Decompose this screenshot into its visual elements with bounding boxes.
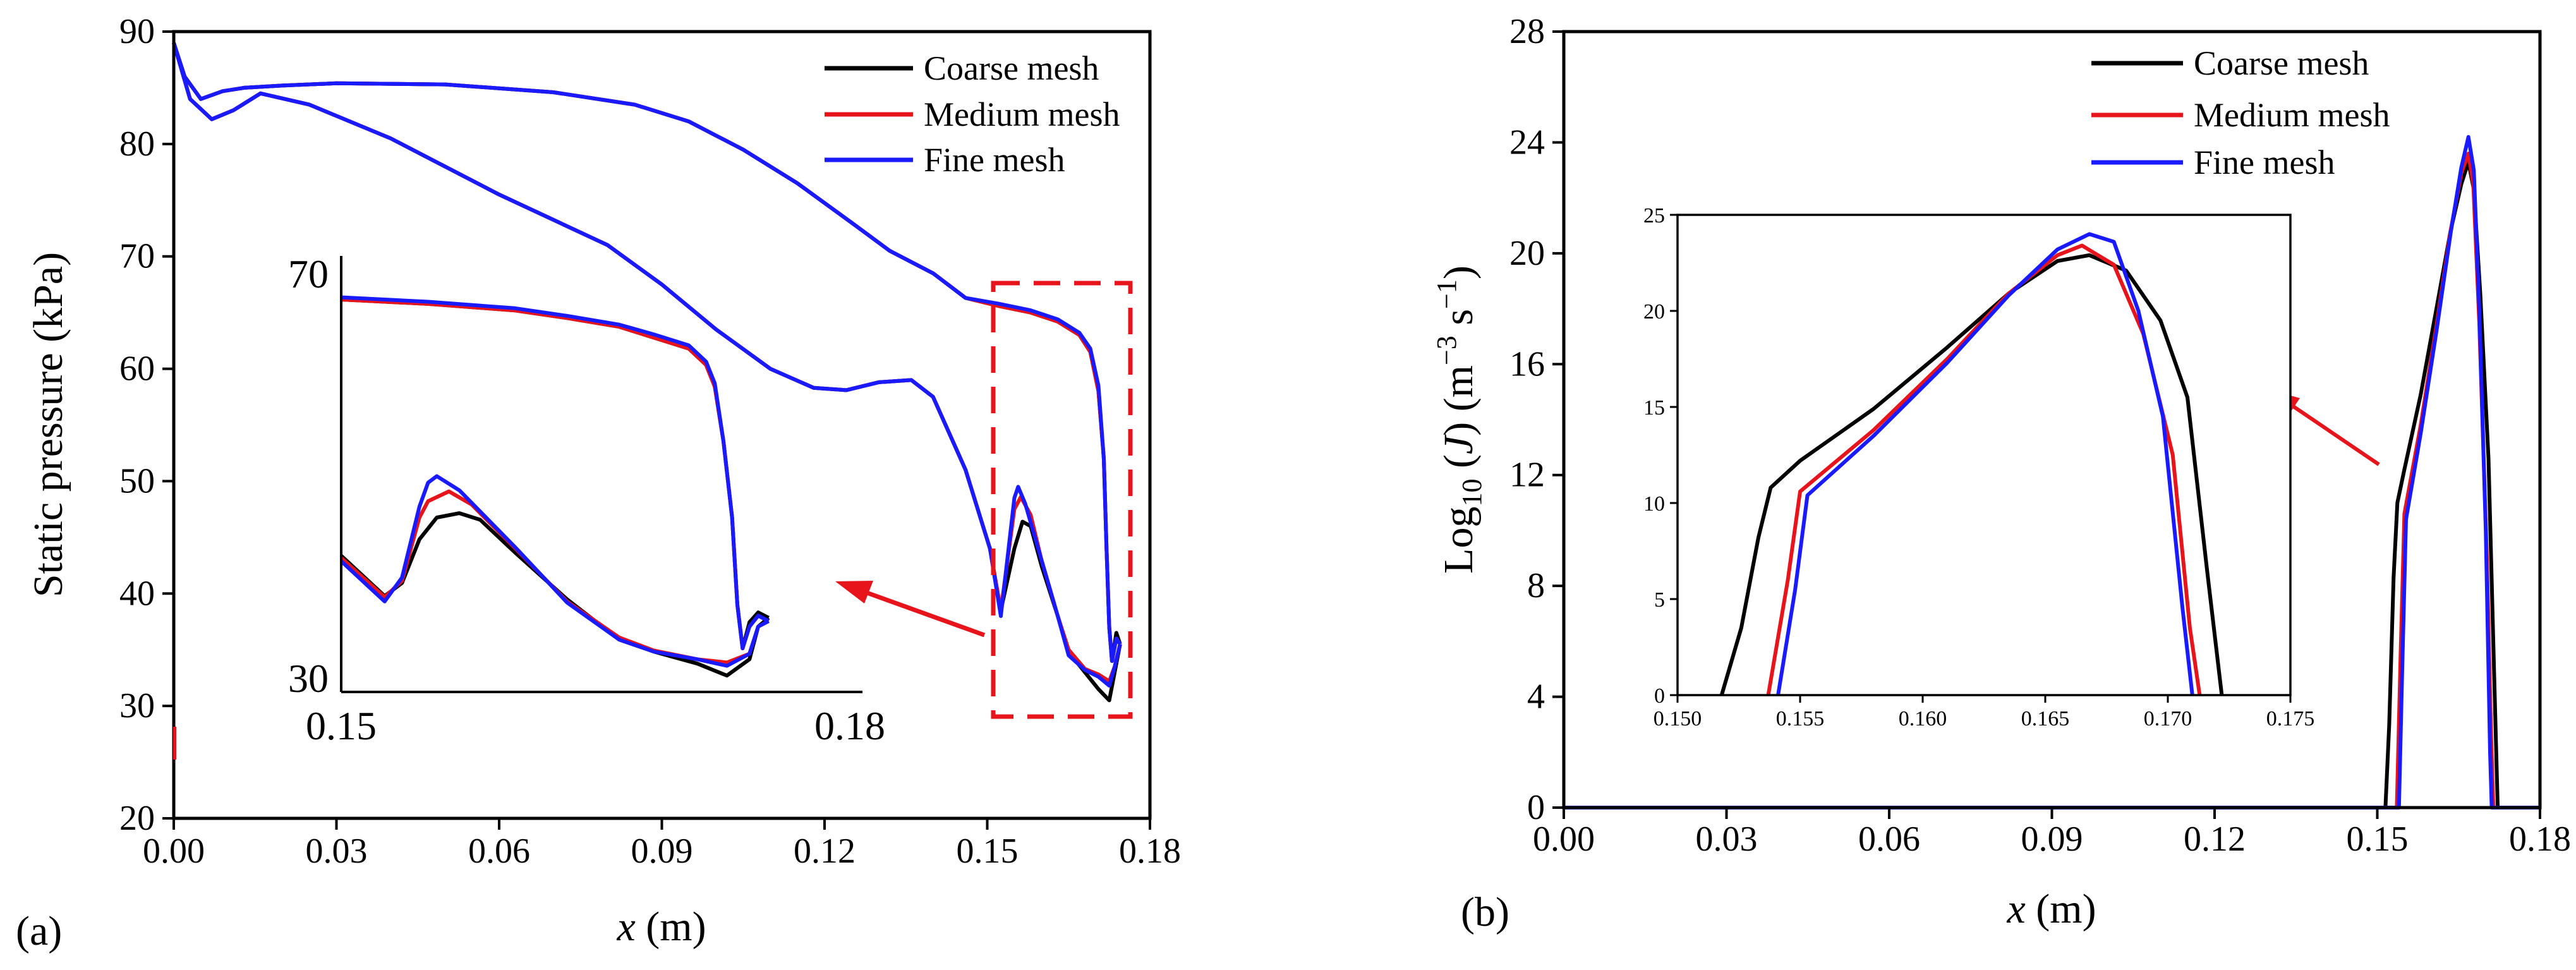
panel-a-xtick-label-4: 0.12 <box>794 832 856 871</box>
panel-b-ytick-label-1: 4 <box>1527 677 1545 717</box>
panel-b-xtick-label-3: 0.09 <box>2021 820 2083 859</box>
panel-a-xtick-label-5: 0.15 <box>957 832 1019 871</box>
panel-b-ytick-label-4: 16 <box>1509 344 1545 384</box>
panel-b-ytick-label-3: 12 <box>1509 456 1545 495</box>
panel-b-xtick-label-5: 0.15 <box>2347 820 2409 859</box>
panel-a-legend: Coarse mesh Medium mesh Fine mesh <box>825 49 1120 179</box>
inset-b-series-fine-mesh-line <box>1776 232 2194 696</box>
panel-b-xtick-label-0: 0.00 <box>1533 820 1595 859</box>
panel-b-ylabel: Log10 (J) (m−3 s−1) <box>1431 265 1487 574</box>
panel-a: 0.00 0.03 0.06 0.09 0.12 0.15 0.18 20 30 40 50 60 70… <box>16 12 1181 954</box>
panel-b-inset-ticks: 0.150 0.155 0.160 0.165 0.170 0.175 0 5 10 15 20 25 <box>1643 204 2314 731</box>
panel-a-xlabel: x (m) <box>616 904 706 950</box>
legend-label-coarse-b: Coarse mesh <box>2194 44 2369 82</box>
inset-b-ytick-label-5: 25 <box>1643 204 1665 227</box>
panel-a-xtick-label-6: 0.18 <box>1119 832 1181 871</box>
panel-b-xtick-label-1: 0.03 <box>1696 820 1758 859</box>
inset-a-xtick-018: 0.18 <box>814 703 885 748</box>
inset-series-fine-mesh-wall-line <box>341 295 770 650</box>
panel-a-label: (a) <box>16 908 62 954</box>
panel-a-ytick-label-4: 60 <box>119 349 155 389</box>
inset-b-xtick-label-4: 0.170 <box>2144 707 2192 731</box>
legend-label-coarse: Coarse mesh <box>924 49 1099 87</box>
inset-a-xtick-015: 0.15 <box>306 703 377 748</box>
panel-a-xtick-label-3: 0.09 <box>631 832 693 871</box>
legend-label-fine-b: Fine mesh <box>2194 143 2335 181</box>
panel-b-ytick-label-0: 0 <box>1527 788 1545 827</box>
series-fine-mesh-line-b <box>1564 135 2540 809</box>
panel-b-inset: 0.150 0.155 0.160 0.165 0.170 0.175 0 5 10 15 20 25 <box>1643 204 2314 731</box>
inset-b-series-medium-mesh-line <box>1766 243 2202 696</box>
panel-b-xlabel: x (m) <box>2006 886 2096 932</box>
panel-a-inset-series <box>339 295 770 678</box>
inset-b-frame <box>1676 214 2292 696</box>
inset-b-ytick-label-4: 20 <box>1643 300 1665 324</box>
zoom-arrow-line <box>866 590 986 638</box>
panel-b-legend: Coarse mesh Medium mesh Fine mesh <box>2091 44 2390 181</box>
panel-a-ytick-label-0: 20 <box>119 799 155 838</box>
legend-label-fine: Fine mesh <box>924 141 1065 179</box>
panel-b: 0.00 0.03 0.06 0.09 0.12 0.15 0.18 0 4 8 12 16 20 24 2… <box>1431 12 2571 935</box>
series-fine-mesh-wall-line <box>172 42 1122 663</box>
panel-b-ytick-label-6: 24 <box>1509 123 1545 162</box>
panel-b-label: (b) <box>1461 889 1509 935</box>
series-medium-mesh-wall-line <box>172 42 1122 663</box>
inset-a-ytick-30: 30 <box>288 656 329 701</box>
panel-b-xtick-label-2: 0.06 <box>1858 820 1920 859</box>
inset-b-xtick-label-0: 0.150 <box>1654 707 1702 731</box>
panel-a-ytick-label-5: 70 <box>119 237 155 276</box>
panel-b-xtick-label-6: 0.18 <box>2509 820 2571 859</box>
panel-a-xtick-label-2: 0.06 <box>468 832 530 871</box>
inset-b-ytick-label-0: 0 <box>1654 684 1665 708</box>
inset-b-xtick-label-2: 0.160 <box>1899 707 1947 731</box>
inset-series-fine-mesh-center-line <box>339 474 770 668</box>
panel-a-ytick-label-6: 80 <box>119 124 155 164</box>
inset-series-coarse-mesh-wall-line <box>341 298 770 650</box>
series-coarse-mesh-wall-line <box>172 42 1122 663</box>
legend-label-medium: Medium mesh <box>924 95 1120 133</box>
panel-a-ticks: 0.00 0.03 0.06 0.09 0.12 0.15 0.18 20 30 40 50 60 70… <box>119 12 1181 871</box>
panel-b-ytick-label-2: 8 <box>1527 566 1545 605</box>
panel-b-xtick-label-4: 0.12 <box>2184 820 2246 859</box>
panel-b-inset-series <box>1719 232 2224 696</box>
series-fine-mesh-center-line <box>172 42 1122 688</box>
inset-b-ytick-label-2: 10 <box>1643 492 1665 516</box>
panel-a-ytick-label-3: 50 <box>119 461 155 500</box>
inset-b-background <box>1678 215 2290 695</box>
inset-b-xtick-label-5: 0.175 <box>2266 707 2315 731</box>
inset-b-xtick-label-1: 0.155 <box>1776 707 1825 731</box>
panel-b-ytick-label-7: 28 <box>1509 12 1545 51</box>
panel-b-ytick-label-5: 20 <box>1509 234 1545 273</box>
inset-series-coarse-mesh-center-line <box>339 511 770 678</box>
panel-a-ylabel: Static pressure (kPa) <box>25 252 71 597</box>
panel-a-inset: 70 30 0.15 0.18 <box>288 252 885 748</box>
panel-a-ytick-label-2: 40 <box>119 574 155 613</box>
zoom-arrow-line-b <box>2289 403 2380 466</box>
inset-a-ytick-70: 70 <box>288 252 329 296</box>
inset-series-medium-mesh-wall-line <box>341 298 770 650</box>
panel-b-series <box>1564 135 2540 809</box>
panel-a-xtick-label-0: 0.00 <box>143 832 205 871</box>
legend-label-medium-b: Medium mesh <box>2194 96 2390 134</box>
inset-b-ytick-label-1: 5 <box>1654 588 1665 612</box>
inset-b-xtick-label-3: 0.165 <box>2021 707 2070 731</box>
panel-a-ytick-label-7: 90 <box>119 12 155 51</box>
residual-mark <box>173 727 176 760</box>
panel-a-xtick-label-1: 0.03 <box>306 832 368 871</box>
panel-a-series <box>172 42 1122 703</box>
inset-b-ytick-label-3: 15 <box>1643 396 1665 420</box>
series-medium-mesh-center-line <box>172 42 1122 683</box>
zoom-arrow-head <box>835 581 873 603</box>
panel-a-ytick-label-1: 30 <box>119 686 155 725</box>
panel-b-ticks: 0.00 0.03 0.06 0.09 0.12 0.15 0.18 0 4 8 12 16 20 24 2… <box>1509 12 2571 859</box>
